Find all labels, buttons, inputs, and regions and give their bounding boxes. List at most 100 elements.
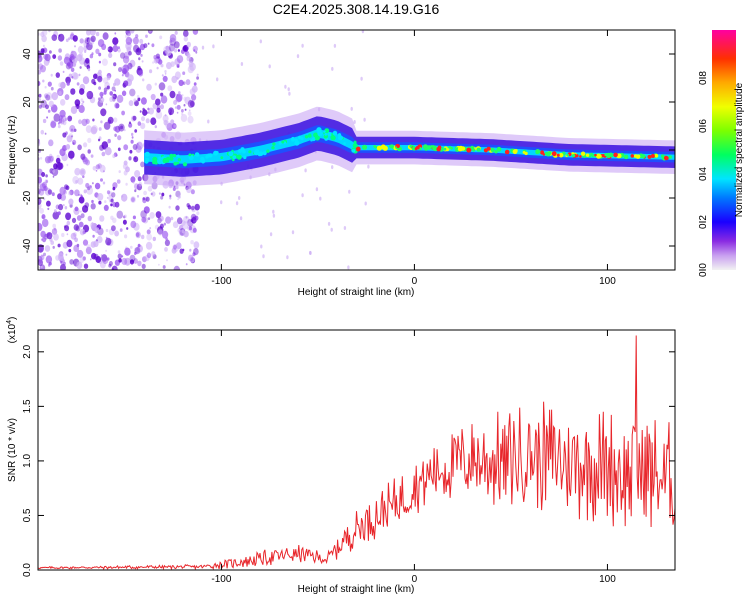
noise-speckle: [58, 203, 64, 211]
noise-speckle: [155, 211, 162, 219]
noise-speckle: [136, 194, 140, 198]
noise-speckle: [58, 252, 64, 259]
noise-speckle: [59, 148, 66, 157]
snr-x-tick-label: 0: [412, 574, 418, 585]
noise-speckle: [71, 217, 77, 224]
noise-speckle: [102, 181, 106, 185]
noise-speckle: [193, 248, 199, 256]
noise-speckle: [304, 168, 307, 173]
noise-speckle: [259, 39, 262, 44]
noise-speckle: [190, 189, 195, 195]
noise-speckle: [50, 86, 54, 91]
noise-speckle: [142, 197, 147, 204]
noise-speckle: [183, 36, 188, 42]
signal-peak: [556, 153, 560, 157]
noise-speckle: [51, 92, 59, 101]
signal-peak: [558, 152, 564, 158]
noise-speckle: [130, 30, 135, 34]
noise-speckle: [77, 177, 84, 185]
noise-speckle: [38, 104, 43, 109]
noise-speckle: [284, 84, 287, 89]
noise-speckle: [125, 182, 128, 186]
signal-peak: [330, 135, 336, 141]
noise-speckle: [156, 107, 161, 113]
spectrogram-x-tick-label: -100: [211, 276, 231, 287]
noise-speckle: [72, 62, 77, 68]
noise-speckle: [160, 95, 168, 104]
signal-peak: [540, 150, 545, 155]
signal-peak: [332, 130, 338, 136]
noise-speckle: [128, 100, 134, 107]
noise-speckle: [145, 196, 150, 202]
noise-speckle: [63, 56, 70, 65]
colorbar-gradient: [712, 30, 736, 270]
signal-peak: [497, 148, 501, 152]
noise-speckle: [124, 234, 128, 239]
noise-speckle: [165, 216, 172, 224]
noise-speckle: [182, 71, 186, 75]
noise-speckle: [160, 63, 164, 68]
signal-peak: [566, 153, 569, 157]
noise-speckle: [93, 73, 98, 80]
noise-speckle: [239, 216, 243, 221]
noise-speckle: [142, 78, 145, 82]
noise-speckle: [157, 217, 162, 224]
noise-speckle: [44, 245, 51, 252]
noise-speckle: [212, 44, 215, 49]
noise-speckle: [133, 98, 137, 102]
noise-speckle: [296, 54, 300, 59]
signal-peak: [177, 158, 181, 162]
noise-speckle: [92, 182, 94, 185]
signal-peak: [243, 155, 247, 160]
signal-peak: [630, 154, 635, 158]
noise-speckle: [89, 185, 92, 189]
signal-peak: [624, 154, 629, 160]
signal-peak: [668, 155, 672, 159]
noise-speckle: [100, 120, 103, 124]
noise-speckle: [49, 155, 55, 162]
noise-speckle: [128, 156, 132, 161]
snr-x-axis-label: Height of straight line (km): [298, 584, 415, 595]
noise-speckle: [94, 227, 100, 234]
noise-speckle: [143, 206, 150, 214]
noise-speckle: [170, 216, 174, 221]
noise-speckle: [117, 147, 121, 152]
noise-speckle: [193, 82, 197, 86]
noise-speckle: [196, 76, 200, 80]
noise-speckle: [47, 109, 51, 113]
noise-speckle: [268, 64, 271, 69]
noise-speckle: [70, 88, 76, 95]
noise-speckle: [38, 139, 41, 145]
noise-speckle: [100, 178, 103, 182]
noise-speckle: [43, 185, 48, 192]
noise-speckle: [111, 225, 116, 232]
noise-speckle: [99, 144, 105, 151]
noise-speckle: [61, 194, 66, 200]
signal-peak: [262, 151, 267, 156]
signal-peak: [448, 145, 452, 149]
noise-speckle: [184, 108, 187, 111]
signal-peak: [205, 155, 209, 159]
noise-speckle: [89, 30, 96, 36]
noise-speckle: [132, 144, 138, 150]
noise-speckle: [107, 116, 114, 124]
noise-speckle: [272, 209, 275, 214]
noise-speckle: [73, 128, 77, 132]
noise-speckle: [120, 125, 124, 130]
signal-peak: [352, 143, 358, 148]
noise-speckle: [38, 255, 43, 264]
noise-speckle: [95, 256, 102, 263]
noise-speckle: [130, 139, 134, 144]
noise-speckle: [97, 97, 101, 101]
noise-speckle: [195, 51, 198, 54]
signal-peak: [494, 150, 498, 154]
noise-speckle: [68, 198, 74, 206]
noise-speckle: [102, 32, 109, 40]
noise-speckle: [147, 217, 151, 221]
noise-speckle: [145, 34, 148, 38]
noise-speckle: [164, 70, 167, 73]
noise-speckle: [108, 261, 113, 266]
signal-peak: [304, 135, 309, 139]
noise-speckle: [132, 37, 139, 45]
noise-speckle: [151, 43, 155, 48]
